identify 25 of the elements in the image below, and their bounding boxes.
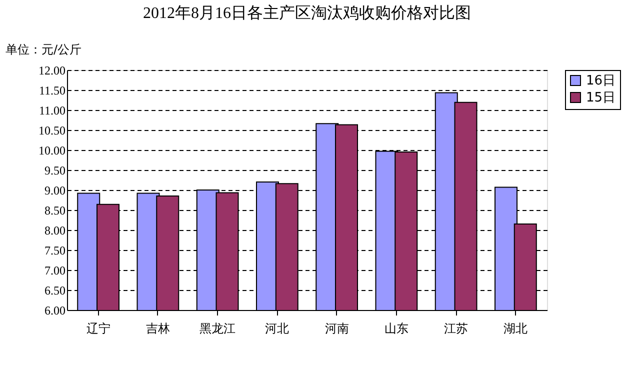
x-tick-label: 湖北 (504, 322, 528, 336)
x-tick-label: 辽宁 (86, 322, 110, 336)
y-tick-label: 7.00 (44, 264, 66, 278)
y-tick-label: 10.00 (38, 144, 66, 158)
y-tick-label: 12.00 (38, 64, 66, 78)
y-tick-label: 6.50 (44, 284, 66, 298)
y-tick-label: 9.50 (44, 164, 66, 178)
legend-label: 16日 (586, 74, 616, 88)
x-tick-label: 山东 (384, 322, 408, 336)
x-tick-label: 河南 (324, 322, 349, 336)
y-tick-label: 8.00 (44, 224, 66, 238)
chart-title: 2012年8月16日各主产区淘汰鸡收购价格对比图 (143, 4, 471, 22)
x-tick-label: 江苏 (444, 322, 468, 336)
x-tick-label: 黑龙江 (200, 322, 236, 336)
y-tick-label: 9.00 (44, 184, 66, 198)
y-tick-label: 11.50 (38, 84, 66, 98)
y-tick-label: 11.00 (38, 104, 66, 118)
y-tick-label: 8.50 (44, 204, 66, 218)
x-tick-label: 河北 (265, 322, 290, 336)
y-tick-label: 6.00 (44, 304, 66, 318)
y-tick-label: 7.50 (44, 244, 66, 258)
y-axis-title: 单位：元/公斤 (6, 42, 82, 56)
y-tick-label: 10.50 (38, 124, 66, 138)
x-tick-label: 吉林 (146, 322, 170, 336)
legend-label: 15日 (586, 90, 616, 106)
